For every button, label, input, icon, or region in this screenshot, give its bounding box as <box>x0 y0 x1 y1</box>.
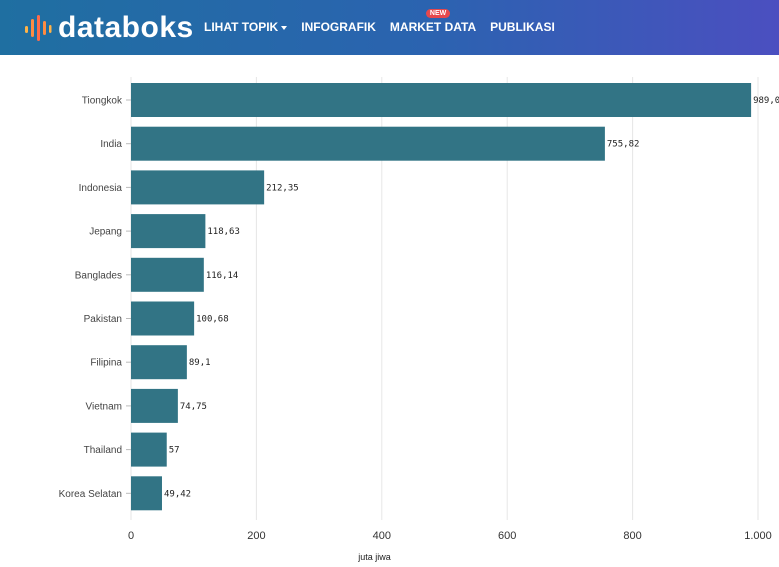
chart-bars <box>131 83 752 511</box>
nav-lihat-topik[interactable]: LIHAT TOPIK <box>204 20 288 34</box>
databoks-logo[interactable]: databoks <box>24 10 194 46</box>
population-bar-chart: Tiongkok India Indonesia Jepang Banglades Pak… <box>59 77 779 562</box>
x-tick-label: 0 <box>128 530 134 542</box>
x-tick-label: 200 <box>247 530 265 542</box>
value-label: 89,1 <box>189 358 211 368</box>
value-label: 57 <box>169 446 180 456</box>
value-label: 212,35 <box>266 183 299 193</box>
category-label: Korea Selatan <box>59 489 122 500</box>
x-tick-label: 1.000 <box>744 530 772 542</box>
category-label: Vietnam <box>85 401 122 412</box>
nav-publikasi-label: PUBLIKASI <box>490 20 555 34</box>
bar <box>131 476 162 511</box>
value-labels: 989,0 755,82 212,35 118,63 116,14 100,68 89,1 7… <box>164 96 779 499</box>
x-axis-title: juta jiwa <box>357 552 391 562</box>
bar <box>131 388 178 423</box>
logo-bars-icon <box>25 15 52 41</box>
bar <box>131 301 195 336</box>
x-tick-label: 800 <box>623 530 641 542</box>
category-labels: Tiongkok India Indonesia Jepang Banglades Pak… <box>59 96 123 500</box>
brand-name: databoks <box>58 11 194 44</box>
nav-market-data[interactable]: NEW MARKET DATA <box>389 9 477 34</box>
category-label: Jepang <box>89 227 122 238</box>
chevron-down-icon <box>281 25 288 30</box>
value-label: 74,75 <box>180 402 207 412</box>
nav-infografik-label: INFOGRAFIK <box>301 20 376 34</box>
category-label: Thailand <box>84 445 122 456</box>
bar <box>131 257 204 292</box>
category-label: Pakistan <box>84 314 122 325</box>
value-label: 989,0 <box>753 96 779 106</box>
bar <box>131 432 167 467</box>
bar <box>131 126 605 161</box>
new-badge: NEW <box>425 9 451 18</box>
x-tick-labels: 0 200 400 600 800 1.000 <box>128 530 772 542</box>
top-navbar: databoks LIHAT TOPIK INFOGRAFIK NEW MARK… <box>0 0 779 55</box>
main-nav: LIHAT TOPIK INFOGRAFIK NEW MARKET DATA P… <box>204 9 555 34</box>
category-label: Filipina <box>90 358 122 369</box>
nav-market-data-label: MARKET DATA <box>389 20 477 34</box>
category-label: Banglades <box>75 270 122 281</box>
value-label: 116,14 <box>206 271 239 281</box>
x-tick-label: 600 <box>498 530 516 542</box>
bar <box>131 170 265 205</box>
value-label: 100,68 <box>196 315 229 325</box>
category-label: India <box>100 139 122 150</box>
bar <box>131 345 187 380</box>
nav-infografik[interactable]: INFOGRAFIK <box>301 20 376 34</box>
nav-publikasi[interactable]: PUBLIKASI <box>490 20 555 34</box>
value-label: 49,42 <box>164 489 191 499</box>
bar <box>131 214 206 249</box>
bar <box>131 83 752 117</box>
x-tick-label: 400 <box>373 530 391 542</box>
category-label: Tiongkok <box>82 96 123 107</box>
value-label: 118,63 <box>207 227 240 237</box>
nav-lihat-topik-label: LIHAT TOPIK <box>204 20 279 34</box>
category-label: Indonesia <box>79 183 123 194</box>
value-label: 755,82 <box>607 140 640 150</box>
